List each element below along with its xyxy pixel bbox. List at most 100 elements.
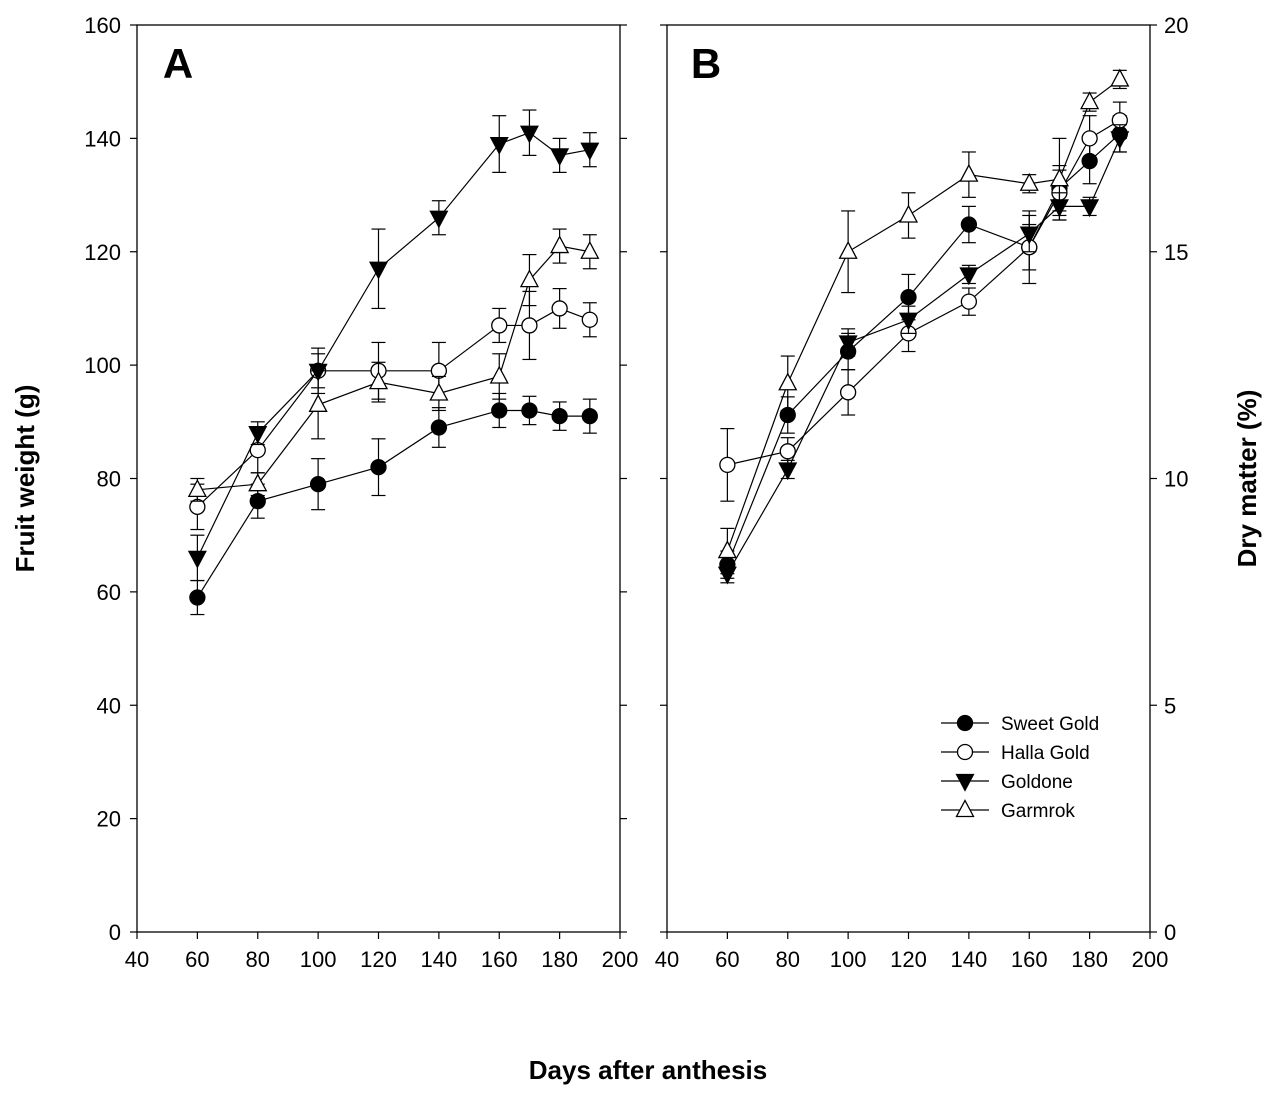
data-point [187,478,207,497]
data-point [429,210,449,229]
x-axis-title: Days after anthesis [529,1055,767,1085]
y-tick-label: 10 [1164,467,1188,492]
data-point [1081,130,1098,147]
data-point [580,240,600,259]
series-sweet-gold [189,392,598,616]
x-tick-label: 40 [125,947,149,972]
y-tick-label: 120 [84,240,121,265]
data-point [899,312,918,331]
data-point [491,402,508,419]
x-tick-label: 180 [541,947,578,972]
panel-label: B [691,40,721,87]
data-point [898,204,919,223]
x-tick-label: 80 [246,947,270,972]
data-point [1019,172,1039,191]
y-tick-label: 60 [97,580,121,605]
legend-label: Garmrok [1001,801,1075,822]
data-point [248,426,268,444]
series-goldone [187,109,600,582]
x-tick-label: 120 [890,947,927,972]
legend-label: Goldone [1001,772,1073,793]
x-tick-label: 200 [1132,947,1169,972]
data-point [370,459,387,476]
legend-marker [956,743,974,761]
data-point [1019,226,1039,245]
x-tick-label: 160 [481,947,518,972]
data-point [187,550,207,569]
legend-label: Halla Gold [1001,743,1090,764]
panel-label: A [163,40,193,87]
data-point [430,419,448,436]
data-point [309,476,327,493]
data-point [1080,199,1100,218]
x-tick-label: 140 [421,947,458,972]
data-point [369,261,388,280]
legend-entry: Sweet Gold [941,714,1099,735]
data-point [189,589,206,606]
data-point [1110,131,1130,150]
y-tick-label: 20 [97,807,121,832]
data-point [779,443,796,460]
data-point [551,300,568,317]
data-point [519,125,539,144]
data-point [1080,91,1100,110]
data-point [368,371,389,390]
series-line [726,78,1121,552]
series-garmrok [717,68,1130,575]
data-point [959,163,979,182]
data-point [581,407,598,425]
data-point [1110,68,1130,87]
y-tick-label: 100 [84,353,121,378]
y-tick-label: 5 [1164,693,1176,718]
data-point [308,393,328,412]
data-point [838,335,858,354]
y-tick-label: 0 [109,920,121,945]
y-tick-label: 20 [1164,13,1188,38]
data-point [551,407,568,425]
x-tick-label: 120 [360,947,397,972]
x-tick-label: 200 [602,947,639,972]
data-point [838,240,858,259]
data-point [521,402,538,419]
x-tick-label: 180 [1071,947,1108,972]
x-tick-label: 160 [1011,947,1048,972]
legend-marker [956,714,974,732]
data-point [719,456,736,474]
y-axis-title: Fruit weight (g) [10,385,40,573]
data-point [550,235,570,254]
data-point [581,311,598,328]
x-tick-label: 60 [185,947,209,972]
data-point [550,148,570,167]
legend-entry: Garmrok [941,799,1075,822]
data-point [489,365,509,384]
legend: Sweet Gold Halla Gold Goldone Garmrok [941,714,1099,822]
data-point [429,382,449,401]
x-tick-label: 100 [830,947,867,972]
y-tick-label: 15 [1164,240,1188,265]
data-point [778,462,798,481]
data-point [521,317,538,334]
data-point [778,372,798,391]
y-tick-label: 0 [1164,920,1176,945]
data-point [1049,168,1070,187]
legend-entry: Goldone [941,772,1073,793]
data-point [960,216,978,233]
y-tick-label: 160 [84,13,121,38]
series-garmrok [187,228,600,502]
x-tick-label: 40 [655,947,679,972]
y-tick-label: 140 [84,126,121,151]
y-tick-label: 40 [97,693,121,718]
data-point [491,317,508,334]
x-tick-label: 100 [300,947,337,972]
data-point [960,293,978,310]
data-point [489,136,509,155]
data-point [580,142,600,161]
legend-entry: Halla Gold [941,743,1090,764]
data-point [717,540,737,559]
data-point [959,267,979,286]
x-tick-label: 80 [776,947,800,972]
x-tick-label: 140 [951,947,988,972]
data-point [839,384,857,401]
